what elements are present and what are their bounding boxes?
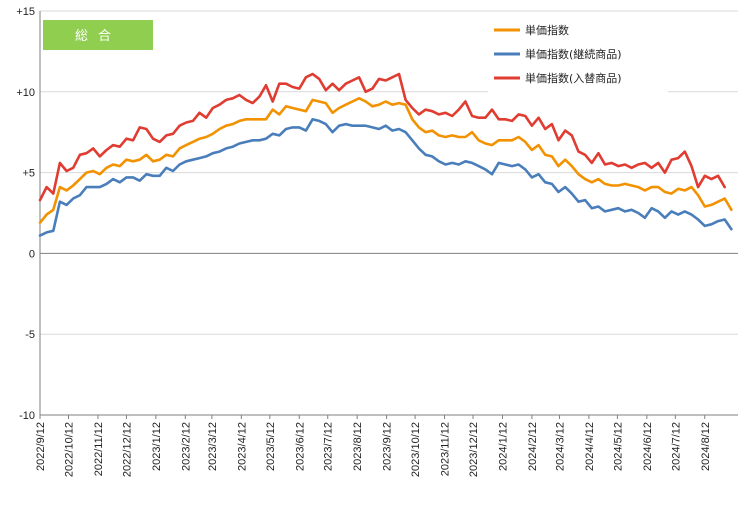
legend-label: 単価指数(継続商品) bbox=[525, 47, 622, 61]
x-tick-labels: 2022/9/12 2022/10/12 2022/11/12 2022/12/12 2… bbox=[35, 422, 712, 477]
x-tick-label: 2023/9/12 bbox=[382, 422, 394, 471]
y-tick-label: +15 bbox=[16, 6, 35, 18]
x-tick-label: 2023/8/12 bbox=[352, 422, 364, 471]
x-tick-label: 2024/1/12 bbox=[497, 422, 509, 471]
x-tick-label: 2023/12/12 bbox=[468, 422, 480, 477]
x-tick-label: 2024/3/12 bbox=[554, 422, 566, 471]
y-tick-label: -10 bbox=[19, 410, 35, 422]
x-tick-label: 2024/7/12 bbox=[670, 422, 682, 471]
y-tick-label: +10 bbox=[16, 87, 35, 99]
x-tick-label: 2024/8/12 bbox=[700, 422, 712, 471]
x-tick-label: 2024/5/12 bbox=[612, 422, 624, 471]
badge: 総合 bbox=[43, 20, 153, 50]
x-tick-label: 2022/11/12 bbox=[93, 422, 105, 476]
y-tick-label: -5 bbox=[25, 329, 35, 341]
x-tick-label: 2022/12/12 bbox=[121, 422, 133, 477]
badge-background bbox=[43, 20, 153, 50]
x-tick-label: 2022/10/12 bbox=[63, 422, 75, 477]
x-tick-label: 2023/3/12 bbox=[207, 422, 219, 471]
badge-label: 総合 bbox=[75, 29, 121, 44]
x-tick-label: 2023/6/12 bbox=[294, 422, 306, 471]
x-tick-label: 2024/4/12 bbox=[584, 422, 596, 471]
series-line-3 bbox=[38, 72, 727, 202]
y-tick-labels: +15 +10 +5 0 -5 -10 bbox=[16, 6, 35, 422]
axes bbox=[39, 11, 738, 419]
x-tick-label: 2023/2/12 bbox=[180, 422, 192, 471]
x-tick-label: 2023/5/12 bbox=[265, 422, 277, 471]
x-tick-label: 2023/7/12 bbox=[323, 422, 335, 471]
x-tick-label: 2024/6/12 bbox=[642, 422, 654, 471]
x-tick-label: 2023/11/12 bbox=[440, 422, 452, 476]
y-tick-label: 0 bbox=[29, 248, 35, 260]
x-tick-label: 2023/4/12 bbox=[236, 422, 248, 471]
x-tick-label: 2022/9/12 bbox=[35, 422, 47, 471]
legend-label: 単価指数(入替商品) bbox=[525, 71, 622, 85]
y-tick-label: +5 bbox=[22, 168, 35, 180]
series-lines bbox=[38, 72, 733, 237]
x-tick-label: 2024/2/12 bbox=[527, 422, 539, 471]
x-tick-label: 2023/10/12 bbox=[410, 422, 422, 477]
legend-label: 単価指数 bbox=[525, 23, 569, 37]
series-line-1 bbox=[38, 97, 733, 224]
series-line-2 bbox=[38, 118, 733, 237]
x-tick-label: 2023/1/12 bbox=[151, 422, 163, 471]
